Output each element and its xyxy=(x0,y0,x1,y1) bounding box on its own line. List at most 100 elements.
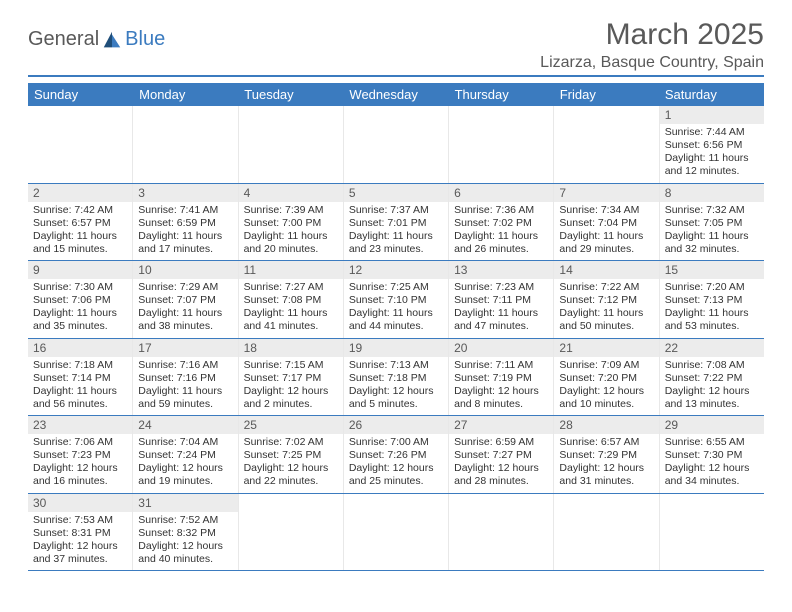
day-header: Sunday xyxy=(28,83,133,106)
day-detail: Sunrise: 7:04 AM xyxy=(138,436,232,449)
day-number: 3 xyxy=(133,184,237,202)
day-detail: and 19 minutes. xyxy=(138,475,232,488)
calendar-cell: 15Sunrise: 7:20 AMSunset: 7:13 PMDayligh… xyxy=(660,261,764,338)
calendar-cell: 18Sunrise: 7:15 AMSunset: 7:17 PMDayligh… xyxy=(239,339,344,416)
day-detail: Sunset: 7:08 PM xyxy=(244,294,338,307)
calendar-cell: 25Sunrise: 7:02 AMSunset: 7:25 PMDayligh… xyxy=(239,416,344,493)
day-number: 9 xyxy=(28,261,132,279)
day-detail: Daylight: 12 hours xyxy=(559,462,653,475)
day-number: 13 xyxy=(449,261,553,279)
header: General Blue March 2025 xyxy=(28,18,764,52)
day-detail: and 8 minutes. xyxy=(454,398,548,411)
calendar-row: 16Sunrise: 7:18 AMSunset: 7:14 PMDayligh… xyxy=(28,339,764,417)
day-number: 31 xyxy=(133,494,237,512)
day-detail: Sunrise: 6:59 AM xyxy=(454,436,548,449)
calendar-cell: 14Sunrise: 7:22 AMSunset: 7:12 PMDayligh… xyxy=(554,261,659,338)
day-detail: Daylight: 12 hours xyxy=(244,385,338,398)
calendar-cell: 30Sunrise: 7:53 AMSunset: 8:31 PMDayligh… xyxy=(28,494,133,571)
day-detail: and 34 minutes. xyxy=(665,475,759,488)
day-detail: Sunrise: 7:22 AM xyxy=(559,281,653,294)
calendar-cell: 16Sunrise: 7:18 AMSunset: 7:14 PMDayligh… xyxy=(28,339,133,416)
day-detail: Sunrise: 7:20 AM xyxy=(665,281,759,294)
day-number: 30 xyxy=(28,494,132,512)
day-detail: Daylight: 11 hours xyxy=(665,152,759,165)
day-detail: Daylight: 12 hours xyxy=(665,385,759,398)
day-number: 20 xyxy=(449,339,553,357)
day-detail: and 59 minutes. xyxy=(138,398,232,411)
day-detail: Sunset: 7:26 PM xyxy=(349,449,443,462)
calendar-body: 1Sunrise: 7:44 AMSunset: 6:56 PMDaylight… xyxy=(28,106,764,571)
day-number: 19 xyxy=(344,339,448,357)
calendar-cell: 2Sunrise: 7:42 AMSunset: 6:57 PMDaylight… xyxy=(28,184,133,261)
calendar-cell: 4Sunrise: 7:39 AMSunset: 7:00 PMDaylight… xyxy=(239,184,344,261)
day-detail: and 15 minutes. xyxy=(33,243,127,256)
day-detail: Sunset: 7:14 PM xyxy=(33,372,127,385)
day-header: Saturday xyxy=(659,83,764,106)
day-detail: Daylight: 11 hours xyxy=(138,307,232,320)
day-detail: and 32 minutes. xyxy=(665,243,759,256)
day-detail: and 20 minutes. xyxy=(244,243,338,256)
day-detail: and 12 minutes. xyxy=(665,165,759,178)
day-detail: Sunset: 7:25 PM xyxy=(244,449,338,462)
calendar-cell: 19Sunrise: 7:13 AMSunset: 7:18 PMDayligh… xyxy=(344,339,449,416)
calendar-cell: 28Sunrise: 6:57 AMSunset: 7:29 PMDayligh… xyxy=(554,416,659,493)
day-number: 5 xyxy=(344,184,448,202)
day-detail: Sunrise: 6:55 AM xyxy=(665,436,759,449)
day-detail: Sunset: 7:02 PM xyxy=(454,217,548,230)
day-detail: Sunset: 7:05 PM xyxy=(665,217,759,230)
day-detail: Sunrise: 7:23 AM xyxy=(454,281,548,294)
day-detail: Sunset: 7:27 PM xyxy=(454,449,548,462)
calendar-cell xyxy=(344,494,449,571)
day-detail: Sunset: 6:56 PM xyxy=(665,139,759,152)
day-number: 22 xyxy=(660,339,764,357)
calendar-cell: 8Sunrise: 7:32 AMSunset: 7:05 PMDaylight… xyxy=(660,184,764,261)
day-detail: and 38 minutes. xyxy=(138,320,232,333)
calendar-cell: 7Sunrise: 7:34 AMSunset: 7:04 PMDaylight… xyxy=(554,184,659,261)
day-detail: Sunrise: 7:08 AM xyxy=(665,359,759,372)
day-detail: Sunrise: 6:57 AM xyxy=(559,436,653,449)
logo: General Blue xyxy=(28,18,165,51)
calendar-cell xyxy=(449,494,554,571)
calendar-cell: 11Sunrise: 7:27 AMSunset: 7:08 PMDayligh… xyxy=(239,261,344,338)
day-detail: Sunrise: 7:25 AM xyxy=(349,281,443,294)
day-detail: Sunset: 7:12 PM xyxy=(559,294,653,307)
day-detail: Daylight: 12 hours xyxy=(349,385,443,398)
day-detail: Daylight: 11 hours xyxy=(559,230,653,243)
day-detail: Sunset: 7:17 PM xyxy=(244,372,338,385)
day-number: 4 xyxy=(239,184,343,202)
day-number: 1 xyxy=(660,106,764,124)
day-detail: and 2 minutes. xyxy=(244,398,338,411)
day-detail: Sunrise: 7:06 AM xyxy=(33,436,127,449)
day-number: 2 xyxy=(28,184,132,202)
day-detail: and 53 minutes. xyxy=(665,320,759,333)
day-detail: Sunset: 7:19 PM xyxy=(454,372,548,385)
calendar-cell xyxy=(660,494,764,571)
day-number: 6 xyxy=(449,184,553,202)
day-detail: Daylight: 11 hours xyxy=(454,230,548,243)
day-detail: Sunrise: 7:18 AM xyxy=(33,359,127,372)
day-detail: Sunset: 7:24 PM xyxy=(138,449,232,462)
calendar-cell xyxy=(554,106,659,183)
day-detail: Sunset: 7:16 PM xyxy=(138,372,232,385)
calendar-cell xyxy=(28,106,133,183)
day-detail: and 23 minutes. xyxy=(349,243,443,256)
day-detail: Daylight: 12 hours xyxy=(138,462,232,475)
day-detail: Daylight: 11 hours xyxy=(559,307,653,320)
day-detail: Sunset: 7:10 PM xyxy=(349,294,443,307)
day-detail: Sunset: 7:18 PM xyxy=(349,372,443,385)
day-detail: Daylight: 12 hours xyxy=(138,540,232,553)
day-number: 17 xyxy=(133,339,237,357)
day-detail: Daylight: 11 hours xyxy=(33,230,127,243)
day-detail: and 5 minutes. xyxy=(349,398,443,411)
day-detail: Daylight: 12 hours xyxy=(559,385,653,398)
day-detail: Daylight: 12 hours xyxy=(349,462,443,475)
location-label: Lizarza, Basque Country, Spain xyxy=(28,54,764,77)
day-detail: Sunset: 7:23 PM xyxy=(33,449,127,462)
calendar-cell: 3Sunrise: 7:41 AMSunset: 6:59 PMDaylight… xyxy=(133,184,238,261)
day-detail: Daylight: 12 hours xyxy=(454,462,548,475)
calendar-cell: 23Sunrise: 7:06 AMSunset: 7:23 PMDayligh… xyxy=(28,416,133,493)
day-number: 11 xyxy=(239,261,343,279)
day-detail: Sunrise: 7:09 AM xyxy=(559,359,653,372)
day-detail: and 29 minutes. xyxy=(559,243,653,256)
calendar-cell: 21Sunrise: 7:09 AMSunset: 7:20 PMDayligh… xyxy=(554,339,659,416)
